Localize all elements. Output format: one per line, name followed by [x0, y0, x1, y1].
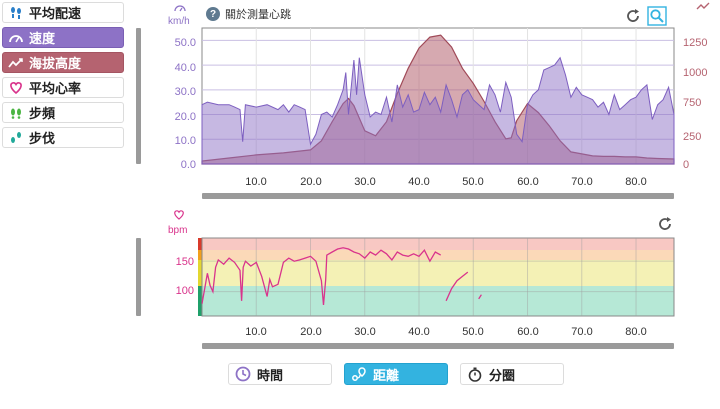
zone-marker — [198, 260, 202, 286]
heart-rate-line — [445, 271, 469, 302]
heart-rate-help-link[interactable]: ? 關於測量心跳 — [206, 6, 291, 22]
zoom-search-icon[interactable] — [647, 6, 667, 26]
bottom-x-tick-labels: 10.0 20.0 30.0 40.0 50.0 60.0 70.0 80.0 — [245, 326, 646, 338]
bottom-reset-zoom-icon[interactable] — [656, 215, 674, 233]
stopwatch-icon — [467, 366, 483, 382]
top-chart-vertical-scrollbar[interactable] — [136, 28, 141, 164]
top-right-tick-labels: 1250 1000 750 500 250 0 — [683, 37, 707, 171]
mode-button-time[interactable]: 時間 — [228, 363, 332, 385]
bottom-y-tick-labels: 150 100 — [176, 256, 194, 297]
x-tick-label: 50.0 — [462, 326, 483, 338]
footsteps-icon — [8, 5, 24, 21]
help-label: 關於測量心跳 — [225, 9, 291, 21]
bottom-chart-horizontal-scrollbar[interactable] — [202, 343, 674, 349]
reset-zoom-icon[interactable] — [624, 7, 642, 25]
heart-rate-lines — [201, 247, 482, 306]
speedometer-icon — [8, 30, 24, 46]
mode-label: 時間 — [257, 367, 284, 383]
zone-band-max — [198, 238, 674, 250]
x-tick-label: 20.0 — [300, 176, 321, 188]
bottom-chart-plot-area[interactable] — [201, 237, 675, 317]
y-tick-label: 20.0 — [175, 111, 196, 123]
mode-button-distance[interactable]: 距離 — [344, 363, 448, 385]
x-tick-label: 30.0 — [354, 176, 375, 188]
menu-item-label: 海拔高度 — [29, 56, 82, 71]
y2-tick-label: 0 — [683, 159, 689, 171]
menu-item-avg-heart-rate[interactable]: 平均心率 — [2, 77, 124, 98]
x-tick-label: 10.0 — [245, 326, 266, 338]
bpm-unit-label: bpm — [168, 225, 187, 236]
x-tick-label: 70.0 — [571, 326, 592, 338]
x-tick-label: 80.0 — [625, 326, 646, 338]
menu-item-cadence[interactable]: 步頻 — [2, 102, 124, 123]
menu-item-label: 步伐 — [29, 131, 56, 146]
menu-item-label: 速度 — [29, 31, 56, 46]
speed-unit-label: km/h — [168, 16, 190, 27]
y-tick-label: 40.0 — [175, 62, 196, 74]
y2-tick-label: 250 — [683, 131, 701, 143]
question-icon: ? — [206, 7, 220, 21]
x-tick-label: 20.0 — [300, 326, 321, 338]
x-tick-label: 50.0 — [462, 176, 483, 188]
mode-label: 距離 — [373, 367, 400, 383]
x-tick-label: 70.0 — [571, 176, 592, 188]
bottom-chart-vertical-scrollbar[interactable] — [136, 238, 141, 316]
x-tick-label: 80.0 — [625, 176, 646, 188]
mode-label: 分圈 — [489, 367, 516, 383]
speed-area — [201, 56, 675, 165]
y2-tick-label: 750 — [683, 97, 701, 109]
y-tick-label: 150 — [176, 256, 194, 268]
menu-item-label: 平均配速 — [29, 6, 82, 21]
heart-rate-zones — [198, 238, 674, 316]
zone-band-hard — [198, 250, 674, 260]
clock-icon — [235, 366, 251, 382]
mode-button-laps[interactable]: 分圈 — [460, 363, 564, 385]
y-tick-label: 10.0 — [175, 135, 196, 147]
menu-item-avg-pace[interactable]: 平均配速 — [2, 2, 124, 23]
x-tick-label: 40.0 — [408, 176, 429, 188]
x-tick-label: 60.0 — [517, 326, 538, 338]
heart-rate-line — [201, 247, 442, 306]
menu-item-label: 步頻 — [29, 106, 56, 121]
menu-item-speed[interactable]: 速度 — [2, 27, 124, 48]
top-left-tick-labels: 50.0 40.0 30.0 20.0 10.0 0.0 — [175, 37, 196, 171]
x-tick-label: 60.0 — [517, 176, 538, 188]
top-x-tick-labels: 10.0 20.0 30.0 40.0 50.0 60.0 70.0 80.0 — [245, 176, 646, 188]
menu-item-label: 平均心率 — [29, 81, 82, 96]
menu-item-elevation[interactable]: 海拔高度 — [2, 52, 124, 73]
top-chart-horizontal-scrollbar[interactable] — [202, 193, 674, 199]
y2-tick-label: 1250 — [683, 37, 707, 49]
y-tick-label: 50.0 — [175, 37, 196, 49]
y-tick-label: 100 — [176, 285, 194, 297]
zone-band-moderate — [198, 260, 674, 286]
route-icon — [351, 366, 367, 382]
zone-band-light — [198, 286, 674, 316]
zone-marker — [198, 238, 202, 250]
x-tick-label: 40.0 — [408, 326, 429, 338]
trend-line-icon — [8, 55, 24, 71]
x-tick-label: 30.0 — [354, 326, 375, 338]
bottom-chart-grid — [202, 238, 674, 316]
menu-item-stride[interactable]: 步伐 — [2, 127, 124, 148]
zone-marker — [198, 286, 202, 316]
y-tick-label: 0.0 — [181, 159, 196, 171]
metric-menu: 平均配速 速度 海拔高度 平均心率 步頻 步伐 — [2, 2, 124, 152]
stride-icon — [8, 130, 24, 146]
y-tick-label: 30.0 — [175, 86, 196, 98]
elevation-axis-icon — [696, 2, 710, 10]
heart-icon — [8, 80, 24, 96]
x-tick-label: 10.0 — [245, 176, 266, 188]
speed-axis-icon — [174, 5, 186, 12]
feet-icon — [8, 105, 24, 121]
heart-rate-line — [478, 294, 482, 300]
zone-marker — [198, 250, 202, 260]
y2-tick-label: 1000 — [683, 67, 707, 79]
heart-axis-icon — [174, 210, 184, 220]
